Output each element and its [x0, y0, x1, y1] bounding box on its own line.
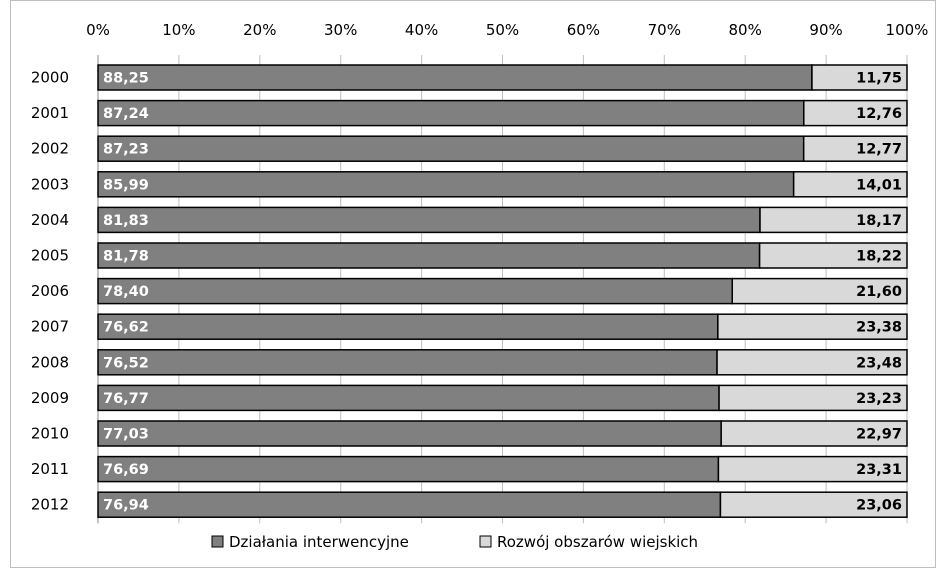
data-label: 23,06 [856, 498, 902, 514]
bar-rozwoj [731, 277, 908, 305]
data-label: 18,22 [856, 249, 902, 265]
bar-rozwoj [717, 313, 908, 340]
bar-dzialania [97, 313, 719, 340]
data-label: 81,78 [103, 249, 149, 265]
data-label: 23,31 [856, 462, 902, 478]
x-tick-label: 60% [567, 21, 600, 39]
bar-rozwoj [718, 384, 908, 412]
data-label: 76,52 [103, 355, 149, 371]
category-label: 2012 [31, 496, 69, 514]
bar-dzialania [97, 135, 805, 162]
category-label: 2003 [31, 175, 69, 193]
bar-rozwoj [720, 420, 908, 447]
data-label: 21,60 [856, 284, 902, 300]
bars [97, 64, 908, 518]
data-label: 22,97 [856, 427, 902, 443]
legend-swatch [479, 535, 492, 548]
bar-rozwoj [792, 171, 908, 198]
bar-rozwoj [758, 242, 908, 269]
legend-label: Działania interwencyjne [229, 533, 409, 551]
bar-rozwoj [719, 491, 908, 518]
data-label: 76,69 [103, 462, 149, 478]
x-tick-label: 50% [486, 21, 519, 39]
category-label: 2008 [31, 353, 69, 371]
legend-label: Rozwój obszarów wiejskich [497, 533, 698, 551]
bar-dzialania [97, 277, 734, 305]
data-labels: 88,25 11,75 87,24 12,76 87,23 12,77 85,99 14,01… [103, 71, 902, 514]
category-label: 2004 [31, 211, 69, 229]
data-label: 23,38 [856, 320, 902, 336]
data-label: 87,24 [103, 106, 149, 122]
bar-dzialania [97, 491, 722, 518]
data-label: 85,99 [103, 177, 149, 193]
category-label: 2011 [31, 460, 69, 478]
data-label: 81,83 [103, 213, 149, 229]
data-label: 11,75 [856, 71, 902, 87]
bar-rozwoj [716, 349, 908, 376]
x-tick-label: 20% [243, 21, 276, 39]
bar-dzialania [97, 455, 720, 483]
data-label: 76,94 [103, 498, 149, 514]
data-label: 78,40 [103, 284, 149, 300]
bar-dzialania [97, 206, 761, 234]
data-label: 14,01 [856, 177, 902, 193]
data-label: 76,62 [103, 320, 149, 336]
x-tick-label: 30% [324, 21, 357, 39]
category-label: 2006 [31, 282, 69, 300]
bar-dzialania [97, 64, 813, 91]
x-tick-label: 70% [648, 21, 681, 39]
bar-dzialania [97, 384, 720, 412]
bar-dzialania [97, 420, 722, 447]
x-tick-label: 100% [886, 21, 929, 39]
category-label: 2001 [31, 104, 69, 122]
x-tick-label: 40% [405, 21, 438, 39]
data-label: 12,77 [856, 142, 902, 158]
data-label: 23,23 [856, 391, 902, 407]
category-label: 2010 [31, 425, 69, 443]
bar-rozwoj [802, 135, 908, 162]
bar-rozwoj [811, 64, 908, 91]
data-label: 77,03 [103, 427, 149, 443]
data-label: 76,77 [103, 391, 149, 407]
x-tick-label: 0% [86, 21, 110, 39]
y-axis-categories: 2000 2001 2002 2003 2004 2005 2006 2007 2008 2009… [31, 69, 69, 514]
bar-dzialania [97, 349, 718, 376]
bar-rozwoj [717, 455, 908, 483]
bar-dzialania [97, 242, 761, 269]
x-tick-label: 80% [729, 21, 762, 39]
bar-rozwoj [759, 206, 908, 234]
data-label: 18,17 [856, 213, 902, 229]
category-label: 2002 [31, 140, 69, 158]
data-label: 23,48 [856, 355, 902, 371]
bar-dzialania [97, 99, 805, 127]
bar-rozwoj [803, 99, 908, 127]
bar-dzialania [97, 171, 795, 198]
data-label: 87,23 [103, 142, 149, 158]
category-label: 2005 [31, 247, 69, 265]
legend: Działania interwencyjne Rozwój obszarów w… [211, 533, 698, 551]
x-tick-label: 10% [162, 21, 195, 39]
category-label: 2000 [31, 69, 69, 87]
legend-swatch [211, 535, 224, 548]
category-label: 2007 [31, 318, 69, 336]
category-label: 2009 [31, 389, 69, 407]
data-label: 88,25 [103, 71, 149, 87]
data-label: 12,76 [856, 106, 902, 122]
x-tick-label: 90% [809, 21, 842, 39]
x-axis-ticks: 0% 10% 20% 30% 40% 50% 60% 70% 80% 90% 100% [86, 21, 928, 39]
